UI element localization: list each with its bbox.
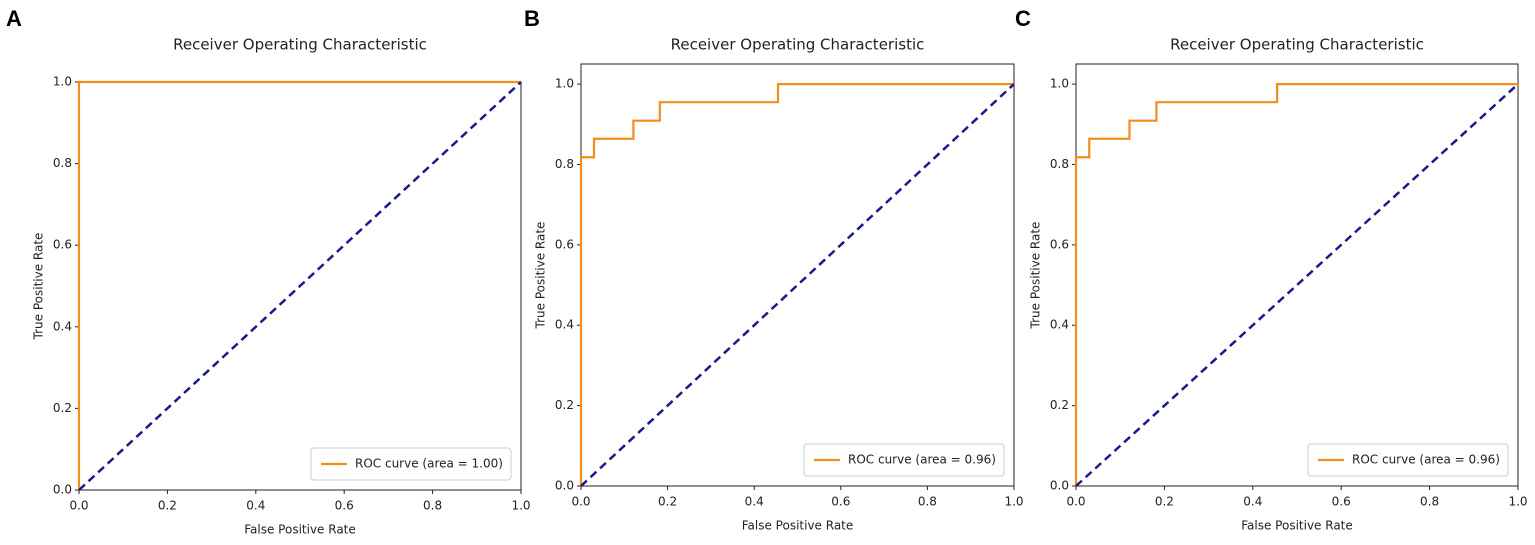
y-tick-label: 0.2 bbox=[555, 398, 574, 412]
y-tick-label: 0.4 bbox=[1050, 318, 1069, 332]
legend-box bbox=[310, 447, 512, 481]
x-tick-label: 0.4 bbox=[246, 499, 265, 513]
diagonal-line bbox=[1075, 83, 1519, 487]
x-tick-label: 0.6 bbox=[335, 499, 354, 513]
x-axis-label: False Positive Rate bbox=[742, 519, 854, 533]
y-tick-label: 0.8 bbox=[1050, 157, 1069, 171]
x-tick-label: 1.0 bbox=[1508, 495, 1527, 509]
chart-title: Receiver Operating Characteristic bbox=[173, 36, 427, 54]
panel-label: B bbox=[524, 6, 540, 31]
diagonal-line bbox=[78, 81, 522, 491]
x-tick-label: 0.2 bbox=[158, 499, 177, 513]
x-tick-label: 0.4 bbox=[745, 495, 764, 509]
y-axis-label: True Positive Rate bbox=[534, 222, 548, 330]
legend-box bbox=[803, 443, 1005, 477]
x-tick-label: 0.6 bbox=[1332, 495, 1351, 509]
legend-label: ROC curve (area = 1.00) bbox=[355, 457, 503, 471]
x-tick-label: 1.0 bbox=[1004, 495, 1023, 509]
y-tick-label: 1.0 bbox=[555, 77, 574, 91]
x-tick-label: 0.0 bbox=[69, 499, 88, 513]
x-tick-label: 0.0 bbox=[1066, 495, 1085, 509]
y-tick-label: 0.6 bbox=[555, 237, 574, 251]
x-tick-label: 0.4 bbox=[1243, 495, 1262, 509]
y-axis-label: True Positive Rate bbox=[32, 233, 46, 341]
y-tick-label: 0.0 bbox=[555, 479, 574, 493]
y-tick-label: 1.0 bbox=[1050, 77, 1069, 91]
x-tick-label: 0.8 bbox=[918, 495, 937, 509]
y-tick-label: 0.2 bbox=[53, 401, 72, 415]
legend-label: ROC curve (area = 0.96) bbox=[848, 453, 996, 467]
roc-line bbox=[579, 82, 1014, 486]
y-tick-label: 0.8 bbox=[53, 156, 72, 170]
panel-label: A bbox=[6, 6, 22, 31]
y-tick-label: 0.8 bbox=[555, 157, 574, 171]
legend-box bbox=[1307, 443, 1509, 477]
y-tick-label: 0.4 bbox=[555, 318, 574, 332]
x-tick-label: 0.8 bbox=[1420, 495, 1439, 509]
y-axis-label: True Positive Rate bbox=[1029, 222, 1043, 330]
x-tick-label: 1.0 bbox=[511, 499, 530, 513]
legend-label: ROC curve (area = 0.96) bbox=[1352, 453, 1500, 467]
y-tick-label: 0.6 bbox=[1050, 237, 1069, 251]
y-tick-label: 0.0 bbox=[1050, 479, 1069, 493]
diagonal-line bbox=[580, 83, 1015, 487]
y-tick-label: 0.6 bbox=[53, 238, 72, 252]
y-tick-label: 1.0 bbox=[53, 75, 72, 89]
x-axis-label: False Positive Rate bbox=[244, 523, 356, 537]
x-tick-label: 0.6 bbox=[831, 495, 850, 509]
plot-frame bbox=[1075, 63, 1519, 487]
y-tick-label: 0.0 bbox=[53, 483, 72, 497]
roc-line bbox=[1074, 82, 1518, 486]
chart-title: Receiver Operating Characteristic bbox=[1170, 36, 1424, 54]
panel-label: C bbox=[1015, 6, 1031, 31]
plot-frame bbox=[580, 63, 1015, 487]
x-tick-label: 0.2 bbox=[1155, 495, 1174, 509]
y-tick-label: 0.4 bbox=[53, 319, 72, 333]
chart-title: Receiver Operating Characteristic bbox=[671, 36, 925, 54]
x-axis-label: False Positive Rate bbox=[1241, 519, 1353, 533]
x-tick-label: 0.2 bbox=[658, 495, 677, 509]
x-tick-label: 0.0 bbox=[571, 495, 590, 509]
roc-line bbox=[77, 80, 521, 490]
x-tick-label: 0.8 bbox=[423, 499, 442, 513]
y-tick-label: 0.2 bbox=[1050, 398, 1069, 412]
